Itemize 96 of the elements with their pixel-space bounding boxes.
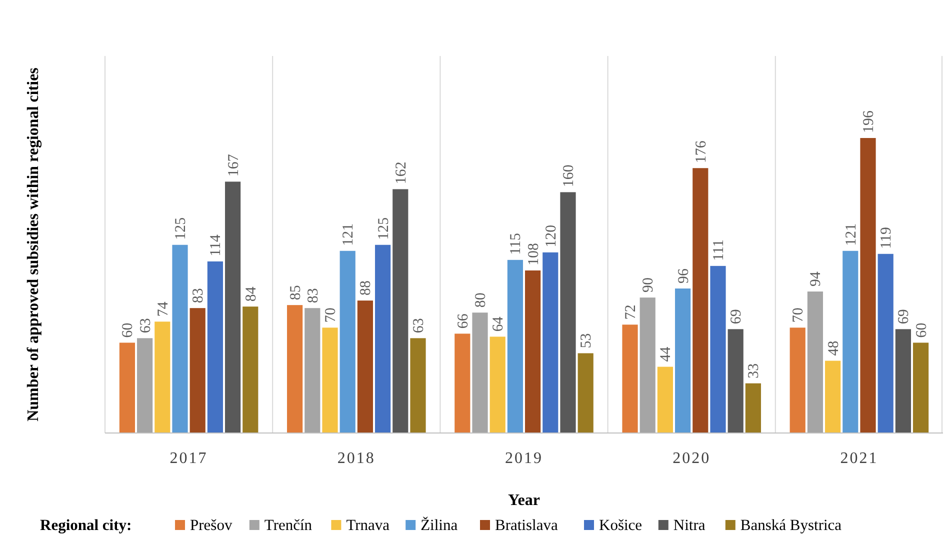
- bar: [675, 288, 691, 433]
- data-label: 83: [305, 288, 322, 304]
- bar: [622, 324, 638, 433]
- data-label: 44: [658, 346, 674, 362]
- data-label: 111: [710, 240, 727, 261]
- legend-label: Banská Bystrica: [740, 517, 842, 534]
- bar: [728, 329, 744, 433]
- bar: [410, 338, 426, 433]
- legend-title: Regional city:: [40, 517, 132, 534]
- data-label: 70: [323, 308, 340, 323]
- data-label: 108: [526, 242, 542, 266]
- bar: [322, 328, 338, 433]
- bar: [287, 305, 303, 433]
- bar: [657, 366, 673, 433]
- data-label: 162: [393, 162, 410, 184]
- legend-label: Trenčín: [264, 517, 312, 534]
- bar: [490, 336, 506, 433]
- bar: [710, 266, 726, 433]
- bar: [119, 342, 136, 433]
- x-tick-label: 2019: [505, 450, 543, 467]
- bar: [190, 308, 206, 433]
- bar: [454, 334, 470, 433]
- data-label: 83: [190, 288, 207, 304]
- data-label: 74: [155, 301, 172, 317]
- data-label: 125: [376, 217, 392, 240]
- data-label: 90: [640, 278, 657, 293]
- bar: [895, 329, 911, 433]
- bar: [507, 260, 523, 433]
- data-label: 48: [826, 340, 842, 356]
- bar: [242, 306, 258, 433]
- bar: [392, 189, 408, 433]
- x-axis-title: Year: [508, 492, 540, 509]
- bar: [745, 383, 761, 433]
- data-label: 66: [455, 313, 472, 329]
- legend-label: Košice: [599, 517, 642, 534]
- x-tick-label: 2018: [337, 450, 376, 467]
- data-label: 94: [808, 271, 824, 287]
- bar: [472, 312, 488, 433]
- bar: [542, 252, 558, 433]
- data-label: 85: [288, 285, 304, 300]
- legend-label: Bratislava: [495, 517, 558, 534]
- data-label: 33: [746, 363, 762, 378]
- bar: [842, 250, 858, 433]
- bar: [878, 254, 894, 433]
- data-label: 72: [623, 304, 640, 320]
- data-label: 120: [543, 224, 560, 248]
- legend-label: Nitra: [673, 517, 706, 534]
- data-label: 176: [693, 140, 710, 164]
- bar: [304, 308, 320, 433]
- data-label: 160: [560, 164, 577, 188]
- x-tick-label: 2017: [170, 450, 208, 467]
- bar: [224, 182, 241, 433]
- data-label: 60: [120, 322, 136, 338]
- bar: [640, 298, 656, 433]
- bar: [560, 192, 576, 433]
- bar: [357, 300, 373, 433]
- bar: [207, 261, 223, 433]
- bar: [825, 360, 841, 433]
- bar: [375, 244, 391, 433]
- bar: [340, 250, 356, 433]
- bar: [860, 138, 876, 433]
- data-label: 167: [226, 154, 242, 177]
- data-label: 60: [914, 322, 930, 338]
- bar: [525, 270, 541, 433]
- bar: [154, 322, 170, 433]
- data-label: 70: [790, 308, 807, 323]
- bar: [578, 353, 594, 433]
- bar: [137, 338, 153, 433]
- bar: [912, 342, 929, 433]
- data-label: 96: [676, 268, 692, 284]
- data-label: 114: [208, 234, 224, 256]
- data-label: 88: [358, 280, 374, 296]
- bar: [807, 292, 824, 433]
- data-label: 63: [138, 318, 154, 334]
- data-label: 121: [340, 223, 357, 246]
- data-label: 196: [861, 110, 877, 133]
- data-label: 53: [578, 333, 595, 348]
- legend-label: Trnava: [346, 517, 390, 534]
- data-label: 63: [410, 318, 427, 334]
- data-label: 125: [173, 217, 189, 240]
- data-label: 69: [728, 309, 745, 324]
- data-label: 121: [843, 223, 860, 246]
- bar: [172, 244, 188, 433]
- legend-label: Prešov: [190, 517, 232, 534]
- data-label: 119: [878, 226, 895, 249]
- data-label: 80: [473, 292, 490, 308]
- legend-label: Žilina: [420, 516, 458, 534]
- data-label: 84: [243, 286, 260, 302]
- data-label: 64: [490, 316, 507, 332]
- bar: [790, 328, 806, 433]
- y-axis-title: Number of approved subsidies within regional cities: [25, 68, 42, 422]
- bar: [692, 168, 708, 433]
- x-tick-label: 2020: [672, 450, 711, 467]
- data-label: 115: [508, 232, 524, 255]
- x-tick-label: 2021: [840, 450, 878, 467]
- data-label: 69: [896, 309, 912, 324]
